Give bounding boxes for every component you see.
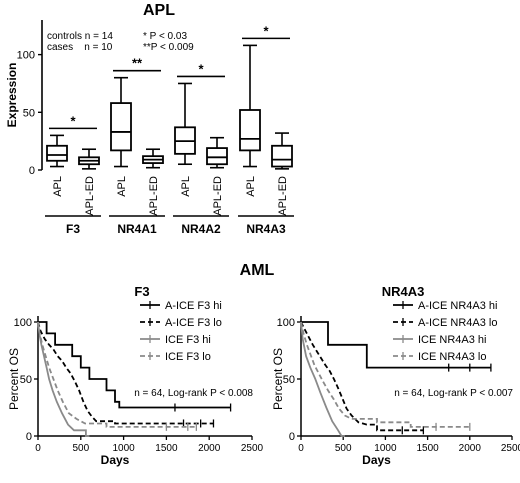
x-tick-label: 1500: [155, 443, 178, 454]
x-tick-label: 2000: [459, 443, 482, 454]
x-tick-label: APL: [245, 176, 257, 197]
box-nr4a2-apl-ed: [206, 147, 228, 166]
y-axis-label: Percent OS: [7, 348, 21, 410]
group-label-nr4a1: NR4A1: [117, 222, 157, 236]
legend-label-ice-f3-lo: ICE F3 lo: [165, 351, 211, 363]
km-curve-ice-f3-hi: [37, 321, 90, 437]
x-tick-label: APL: [116, 176, 128, 197]
y-tick-label: 0: [29, 165, 35, 177]
x-tick-label: APL-ED: [148, 176, 160, 216]
km-curve-a-ice-nr4a3-hi: [301, 321, 491, 369]
x-tick-label: 500: [72, 443, 89, 454]
x-tick-label: 0: [298, 443, 304, 454]
x-tick-label: APL: [52, 176, 64, 197]
x-tick-label: 0: [35, 443, 41, 454]
significance-marker: *: [198, 61, 204, 76]
box-f3-apl: [46, 144, 68, 162]
legend-text: controls n = 14: [47, 31, 113, 42]
x-axis-label: Days: [362, 453, 391, 467]
legend-text: * P < 0.03: [143, 31, 187, 42]
y-tick-label: 50: [283, 374, 295, 386]
x-tick-label: 2500: [501, 443, 520, 454]
x-tick-label: 2500: [241, 443, 264, 454]
km-curve-ice-nr4a3-lo: [300, 321, 470, 428]
km-curve-a-ice-f3-lo: [37, 321, 214, 425]
km-curve-ice-nr4a3-hi: [300, 321, 345, 437]
x-tick-label: APL: [180, 176, 192, 197]
logrank-annotation: n = 64, Log-rank P < 0.008: [134, 388, 253, 399]
box-nr4a3-apl-ed: [271, 144, 293, 168]
nr4a3-survival-plot: NR4A305010005001000150020002500DaysPerce…: [271, 284, 520, 467]
plot-title: NR4A3: [382, 284, 425, 299]
x-tick-label: APL-ED: [277, 176, 289, 216]
y-tick-label: 0: [26, 431, 32, 443]
box-nr4a3-apl: [239, 109, 261, 152]
y-tick-label: 0: [289, 431, 295, 443]
km-curve-a-ice-f3-hi: [38, 321, 231, 409]
x-tick-label: 2000: [198, 443, 221, 454]
significance-marker: **: [132, 56, 143, 71]
legend-text: **P < 0.009: [143, 42, 194, 53]
legend-label-a-ice-f3-lo: A-ICE F3 lo: [165, 317, 222, 329]
x-axis-label: Days: [101, 453, 130, 467]
panel-b-title: AML: [240, 262, 275, 279]
legend-label-ice-f3-hi: ICE F3 hi: [165, 334, 211, 346]
significance-marker: *: [263, 23, 269, 38]
legend-label-a-ice-f3-hi: A-ICE F3 hi: [165, 300, 222, 312]
legend-label-a-ice-nr4a3-hi: A-ICE NR4A3 hi: [418, 300, 497, 312]
group-label-f3: F3: [66, 222, 80, 236]
x-tick-label: APL-ED: [84, 176, 96, 216]
legend-label-a-ice-nr4a3-lo: A-ICE NR4A3 lo: [418, 317, 497, 329]
legend-label-ice-nr4a3-hi: ICE NR4A3 hi: [418, 334, 486, 346]
x-tick-label: 1000: [112, 443, 135, 454]
y-tick-label: 100: [14, 317, 32, 329]
significance-marker: *: [70, 113, 76, 128]
y-tick-label: 100: [17, 50, 35, 62]
legend-label-ice-nr4a3-lo: ICE NR4A3 lo: [418, 351, 486, 363]
y-tick-label: 50: [23, 107, 35, 119]
panel-a-title: APL: [143, 2, 175, 19]
y-axis-label: Expression: [5, 63, 19, 128]
x-tick-label: 1000: [374, 443, 397, 454]
logrank-annotation: n = 64, Log-rank P < 0.007: [394, 388, 513, 399]
box-nr4a1-apl: [110, 102, 132, 152]
group-label-nr4a3: NR4A3: [246, 222, 286, 236]
km-curve-a-ice-nr4a3-lo: [300, 321, 424, 432]
y-tick-label: 100: [277, 317, 295, 329]
x-tick-label: 500: [335, 443, 352, 454]
legend-text: cases n = 10: [47, 42, 113, 53]
km-curve-ice-f3-lo: [37, 321, 197, 428]
y-tick-label: 50: [20, 374, 32, 386]
x-tick-label: APL-ED: [212, 176, 224, 216]
group-label-nr4a2: NR4A2: [181, 222, 221, 236]
plot-title: F3: [134, 284, 149, 299]
y-axis-label: Percent OS: [271, 348, 285, 410]
x-tick-label: 1500: [416, 443, 439, 454]
